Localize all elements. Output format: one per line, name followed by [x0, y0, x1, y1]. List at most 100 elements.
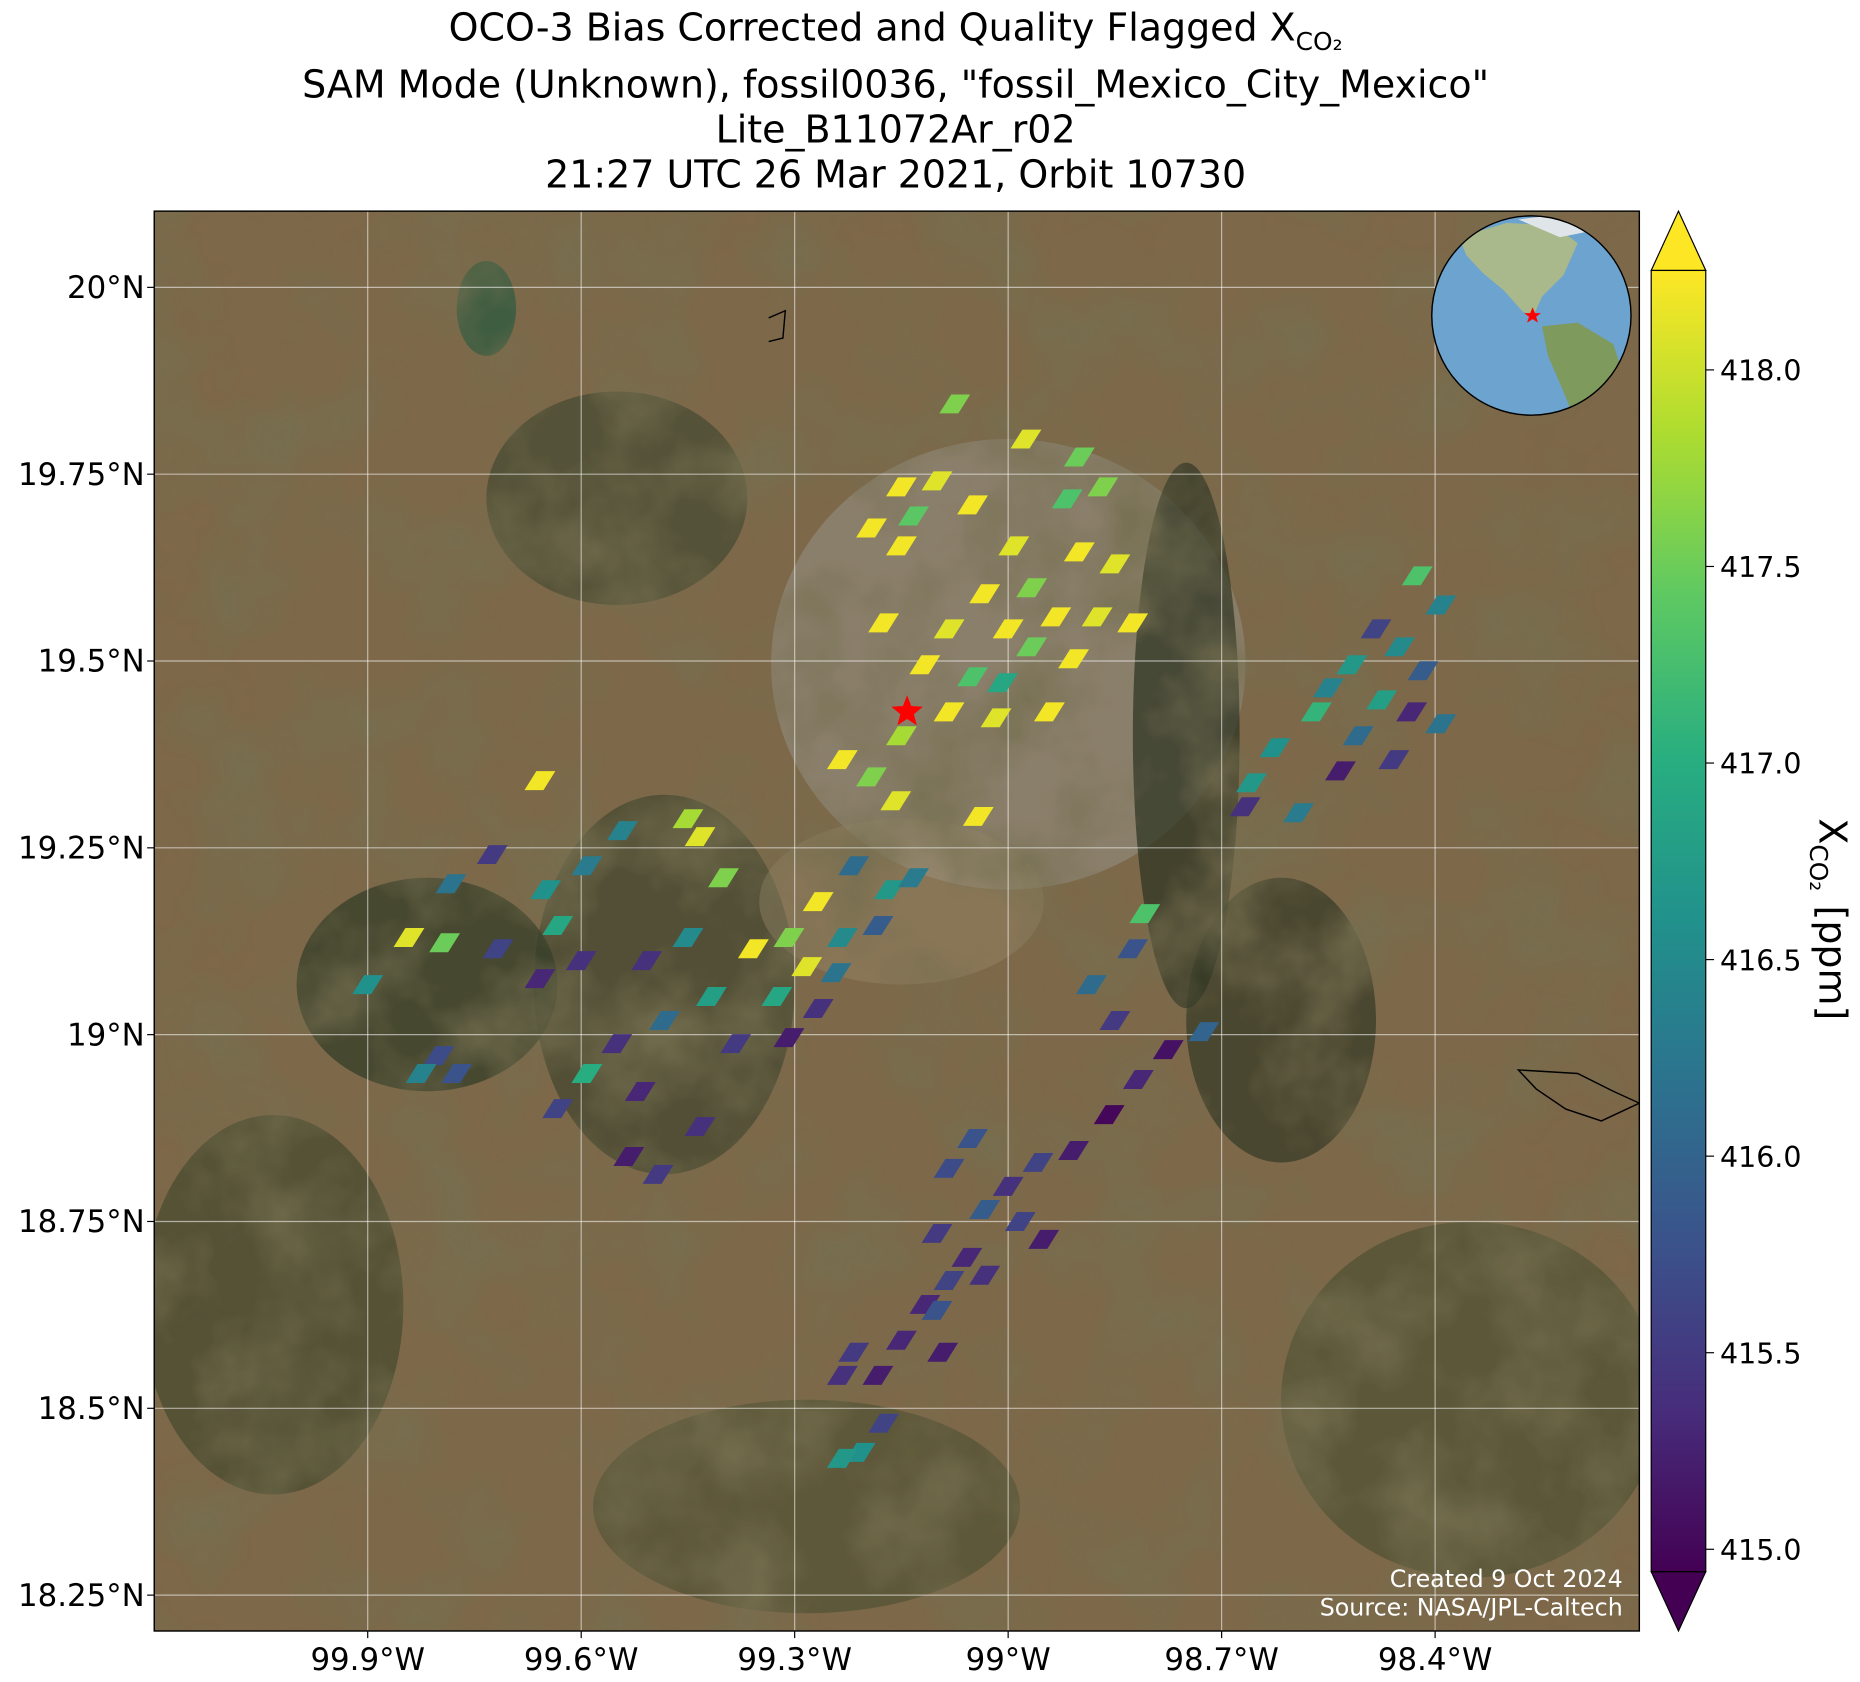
sounding — [826, 928, 858, 947]
sounding — [1378, 750, 1410, 770]
colorbar-tick-label: 416.0 — [1720, 1141, 1801, 1174]
sounding — [672, 928, 704, 947]
sounding — [880, 791, 912, 811]
sounding — [826, 1365, 858, 1385]
sounding — [933, 702, 965, 722]
sounding — [933, 1271, 965, 1291]
sounding — [1117, 939, 1149, 959]
colorbar-tick-label: 417.5 — [1720, 551, 1801, 584]
sounding — [393, 928, 425, 947]
sounding — [720, 1034, 752, 1054]
sounding — [1342, 726, 1374, 746]
colorbar-tick-label: 417.0 — [1720, 748, 1801, 781]
sounding — [957, 1129, 988, 1149]
sounding — [607, 821, 638, 841]
y-tick-label: 19.5°N — [38, 644, 145, 680]
y-tick-label: 19°N — [67, 1017, 145, 1053]
sounding — [885, 536, 917, 556]
target-marker — [891, 695, 923, 726]
sounding — [405, 1064, 437, 1084]
sounding — [873, 880, 905, 900]
sounding — [1336, 655, 1368, 675]
sounding — [885, 1330, 917, 1350]
sounding — [933, 619, 965, 639]
sounding — [802, 892, 834, 912]
credit-created: Created 9 Oct 2024 — [1390, 1565, 1623, 1593]
sounding — [933, 1158, 965, 1178]
sounding — [565, 951, 597, 971]
sounding — [708, 868, 739, 888]
sounding — [737, 939, 769, 959]
sounding — [969, 584, 1001, 604]
sounding — [862, 1365, 894, 1385]
sounding — [1022, 1152, 1054, 1172]
sounding — [1236, 773, 1267, 793]
colorbar-tick-label: 415.5 — [1720, 1337, 1801, 1370]
sounding — [352, 975, 384, 995]
x-tick-label: 98.4°W — [1378, 1642, 1493, 1678]
soundings — [352, 394, 1457, 1468]
sounding — [1122, 1070, 1154, 1089]
sounding — [1366, 690, 1398, 710]
sounding — [921, 1300, 953, 1320]
sounding — [802, 999, 834, 1018]
sounding — [773, 928, 805, 947]
sounding — [921, 1223, 953, 1243]
sounding — [571, 1064, 603, 1084]
sounding — [992, 619, 1024, 639]
sounding — [951, 1247, 983, 1267]
sounding — [530, 880, 562, 900]
title-text: OCO-3 Bias Corrected and Quality Flagged… — [449, 5, 1296, 49]
sounding — [1016, 578, 1048, 598]
sounding — [1188, 1022, 1220, 1042]
colorbar-tick-label: 418.0 — [1720, 355, 1801, 388]
sounding — [868, 613, 900, 633]
subtitle-line: Lite_B11072Ar_r02 — [716, 107, 1076, 151]
sounding — [1016, 637, 1048, 657]
x-tick-label: 99.6°W — [524, 1642, 639, 1678]
sounding — [898, 868, 929, 888]
subtitle-line: SAM Mode (Unknown), fossil0036, "fossil_… — [302, 62, 1489, 106]
sounding — [1093, 1105, 1125, 1125]
sounding — [1300, 702, 1332, 722]
sounding — [856, 518, 887, 538]
y-tick-label: 18.5°N — [38, 1391, 145, 1427]
sounding — [1063, 542, 1095, 562]
sounding — [885, 726, 917, 746]
sounding — [1312, 678, 1344, 698]
sounding — [631, 951, 663, 971]
sounding — [1063, 447, 1095, 467]
sounding — [1117, 613, 1149, 633]
colorbar-extend-max — [1650, 209, 1707, 272]
sounding — [820, 963, 852, 983]
sounding — [838, 1342, 870, 1362]
sounding — [1425, 714, 1457, 734]
sounding — [684, 1117, 716, 1137]
colorbar: 415.0 415.5 416.0 416.5 417.0 417.5 418.0 — [1650, 209, 1801, 1633]
sounding — [649, 1010, 680, 1030]
sounding — [909, 1294, 941, 1314]
colorbar-extend-min — [1650, 1571, 1707, 1633]
sounding — [423, 1046, 455, 1066]
sounding — [868, 1413, 900, 1433]
sounding — [624, 1081, 656, 1101]
y-tick-label: 18.75°N — [18, 1204, 145, 1240]
x-tick-label: 99°W — [966, 1642, 1051, 1678]
sounding — [1028, 1229, 1060, 1249]
sounding — [992, 1176, 1024, 1196]
sounding — [885, 477, 917, 497]
sounding — [695, 987, 727, 1007]
colorbar-tick-label: 415.0 — [1720, 1534, 1801, 1567]
sounding — [1325, 761, 1356, 781]
colorbar-label: XCO₂ [ppm] — [1804, 818, 1854, 1020]
x-tick-label: 98.7°W — [1164, 1642, 1279, 1678]
globe-inset — [1431, 215, 1632, 416]
sounding — [1229, 797, 1261, 817]
subtitle-line: 21:27 UTC 26 Mar 2021, Orbit 10730 — [545, 152, 1246, 196]
sounding — [1051, 489, 1083, 509]
colorbar-label-unit: [ppm] — [1811, 906, 1855, 1021]
sounding — [909, 655, 941, 675]
basemap — [154, 211, 1640, 1631]
x-tick-label: 99.3°W — [737, 1642, 852, 1678]
